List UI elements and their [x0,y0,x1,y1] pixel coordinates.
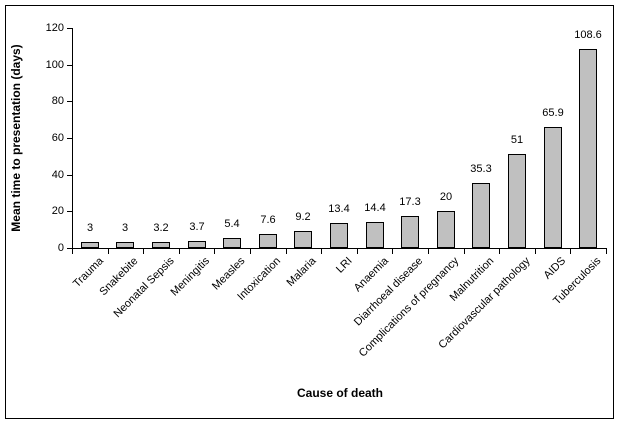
y-tick [67,28,72,29]
bar [366,222,384,248]
x-tick [72,249,73,254]
y-tick [67,248,72,249]
x-tick [143,249,144,254]
y-tick [67,211,72,212]
x-tick [250,249,251,254]
x-tick [357,249,358,254]
y-axis-line [72,28,73,249]
bar [472,183,490,248]
bar-value-label: 3.2 [153,222,169,234]
x-tick [108,249,109,254]
y-axis-title: Mean time to presentation (days) [9,44,23,232]
bar-value-label: 35.3 [470,163,492,175]
bar-value-label: 3 [86,222,94,234]
y-tick-label: 120 [45,22,64,34]
bar [294,231,312,248]
x-tick [499,249,500,254]
bar-value-label: 13.4 [328,203,350,215]
bar-value-label: 14.4 [364,202,386,214]
x-tick [535,249,536,254]
y-tick-label: 40 [51,169,64,181]
bar-value-label: 108.6 [574,29,602,41]
x-tick [464,249,465,254]
bar-value-label: 3.7 [189,221,205,233]
y-tick [67,175,72,176]
y-tick [67,101,72,102]
y-tick-label: 100 [45,59,64,71]
bar-value-label: 17.3 [399,196,421,208]
y-tick [67,65,72,66]
bar [259,234,277,248]
bar-value-label: 9.2 [295,211,311,223]
y-tick-label: 0 [57,242,64,254]
chart-outer-border [5,5,614,419]
bar-value-label: 65.9 [542,107,564,119]
x-tick [570,249,571,254]
y-tick [67,138,72,139]
x-axis-title: Cause of death [296,386,383,400]
x-tick [286,249,287,254]
x-axis-line [72,248,607,249]
bar [544,127,562,248]
x-tick [214,249,215,254]
y-tick-label: 80 [51,95,64,107]
bar-value-label: 3 [121,222,129,234]
bar [116,242,134,248]
x-tick [321,249,322,254]
bar-value-label: 7.6 [260,214,276,226]
y-tick-label: 20 [51,205,64,217]
bar [188,241,206,248]
bar [223,238,241,248]
bar [401,216,419,248]
x-tick [606,249,607,254]
bar [330,223,348,248]
x-tick [392,249,393,254]
x-tick [428,249,429,254]
x-tick [179,249,180,254]
y-tick-label: 60 [51,132,64,144]
bar [508,154,526,248]
bar-value-label: 5.4 [224,218,240,230]
bar-value-label: 51 [510,134,524,146]
bar [437,211,455,248]
bar-value-label: 20 [439,191,453,203]
bar [152,242,170,248]
bar [579,49,597,248]
bar [81,242,99,248]
